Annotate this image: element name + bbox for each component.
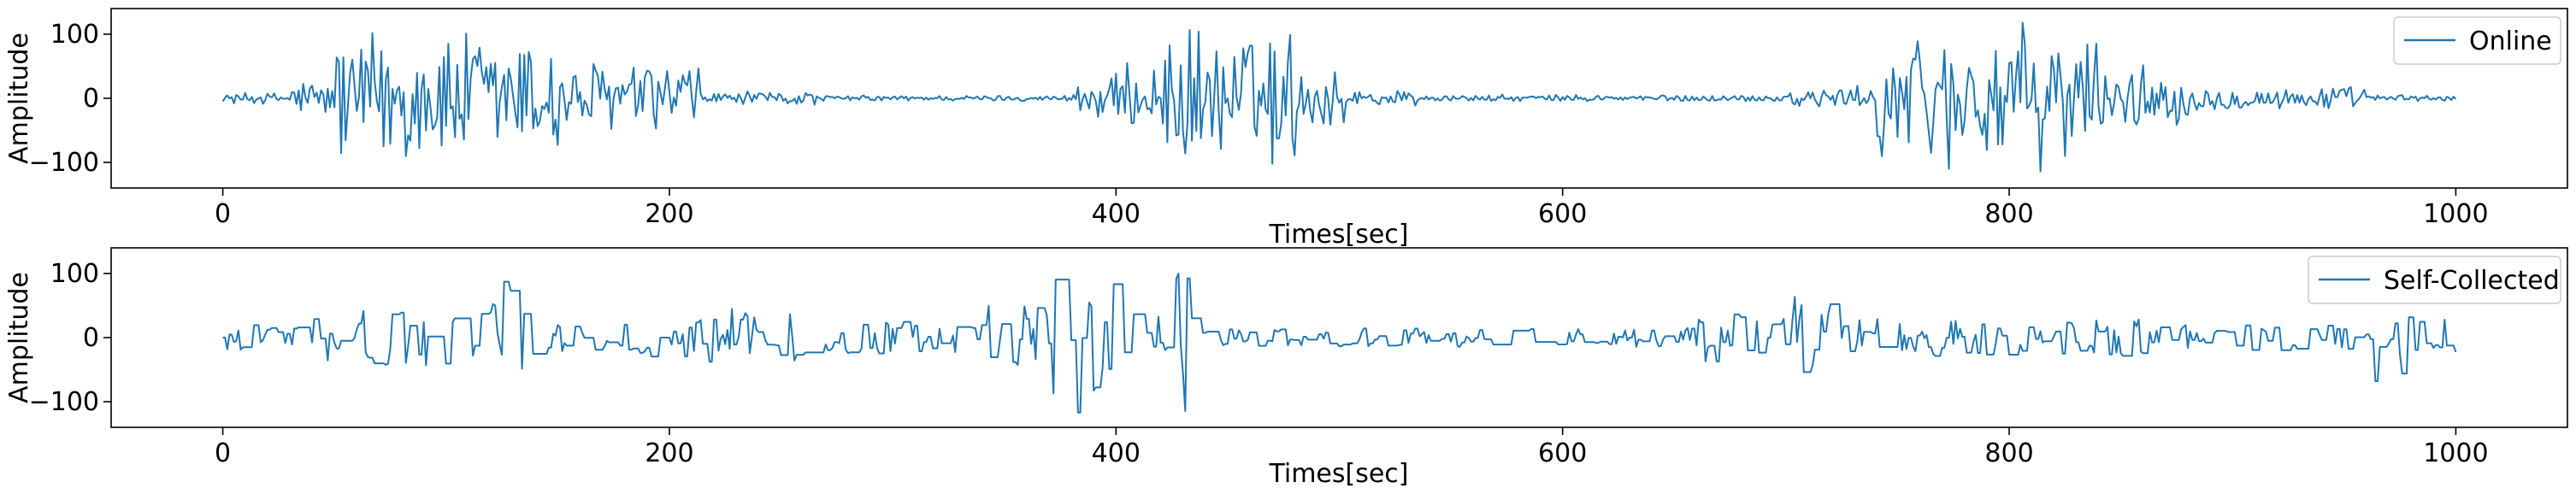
legend-label: Self-Collected: [2384, 266, 2560, 296]
legend: Online: [2393, 16, 2561, 65]
y-tick-label: 0: [83, 84, 99, 114]
series-line-online: [221, 21, 2457, 173]
x-tick-label: 600: [1538, 199, 1587, 229]
x-tick-label: 200: [645, 438, 693, 468]
x-tick-label: 0: [215, 199, 231, 229]
x-axis-label: Times[sec]: [1268, 220, 1408, 250]
y-tick-label: 100: [50, 259, 99, 289]
legend-label: Online: [2469, 26, 2552, 56]
legend-box: [2308, 256, 2561, 304]
x-tick-label: 800: [1984, 438, 2033, 468]
chart-online: 0 200 400 600 800 1000 −100 0 100 Amplitude Time…: [4, 8, 2568, 250]
y-tick-label: 100: [50, 20, 99, 50]
x-tick-label: 800: [1984, 199, 2033, 229]
chart-self-collected: 0 200 400 600 800 1000 −100 0 100 Amplitude Time…: [4, 247, 2568, 489]
x-tick-label: 400: [1092, 438, 1141, 468]
tick-group: 0 200 400 600 800 1000 −100 0 100: [29, 259, 2489, 468]
x-axis-label: Times[sec]: [1268, 459, 1408, 489]
tick-group: 0 200 400 600 800 1000 −100 0 100: [29, 20, 2489, 229]
series-group: [222, 273, 2457, 414]
x-tick-label: 1000: [2423, 199, 2488, 229]
y-tick-label: −100: [29, 387, 99, 417]
y-tick-label: −100: [29, 148, 99, 178]
x-tick-label: 200: [645, 199, 693, 229]
y-axis-label: Amplitude: [4, 32, 34, 164]
legend-box: [2393, 16, 2561, 65]
x-tick-label: 600: [1538, 438, 1587, 468]
x-tick-label: 0: [215, 438, 231, 468]
y-axis-label: Amplitude: [4, 272, 34, 403]
x-tick-label: 400: [1092, 199, 1141, 229]
x-tick-label: 1000: [2423, 438, 2488, 468]
legend: Self-Collected: [2308, 256, 2561, 304]
y-tick-label: 0: [83, 323, 99, 353]
series-group: [221, 21, 2457, 173]
series-line-self-collected: [222, 273, 2457, 414]
